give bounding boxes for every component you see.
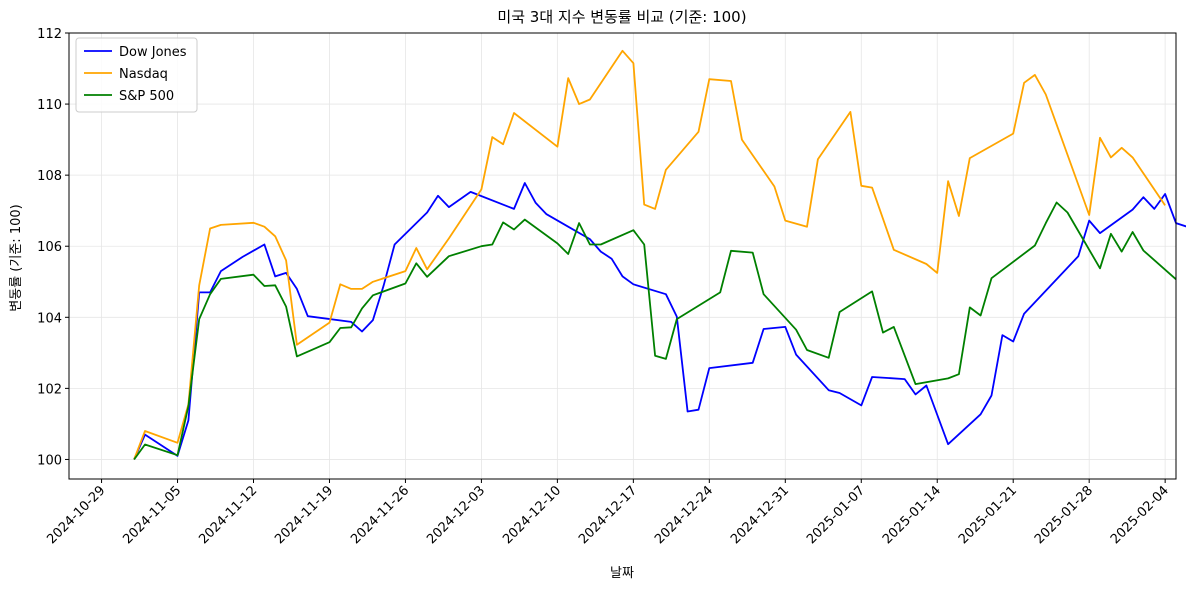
legend-box [75, 37, 198, 113]
series-line-nasdaq [133, 49, 1166, 460]
y-tick-label: 110 [37, 98, 62, 113]
legend-label: S&P 500 [119, 89, 174, 104]
legend: Dow Jones Nasdaq S&P 500 [75, 37, 198, 113]
y-tick-label: 100 [37, 453, 62, 468]
legend-label: Dow Jones [119, 45, 187, 60]
series-line-s-p-500 [133, 201, 1177, 461]
plot-frame [68, 32, 1177, 480]
y-axis-ticks: 100 102 104 106 108 110 112 [37, 27, 69, 468]
series-line-dow-jones [133, 182, 1186, 460]
y-axis-label: 변동률 (기준: 100) [9, 204, 24, 311]
series-lines [133, 49, 1186, 461]
chart-title: 미국 3대 지수 변동률 비교 (기준: 100) [497, 8, 746, 26]
y-tick-label: 108 [37, 169, 62, 184]
y-tick-label: 104 [37, 311, 62, 326]
legend-label: Nasdaq [119, 67, 168, 82]
y-tick-label: 102 [37, 382, 62, 397]
y-tick-label: 112 [37, 27, 62, 42]
x-axis-label: 날짜 [610, 566, 634, 581]
y-tick-label: 106 [37, 240, 62, 255]
